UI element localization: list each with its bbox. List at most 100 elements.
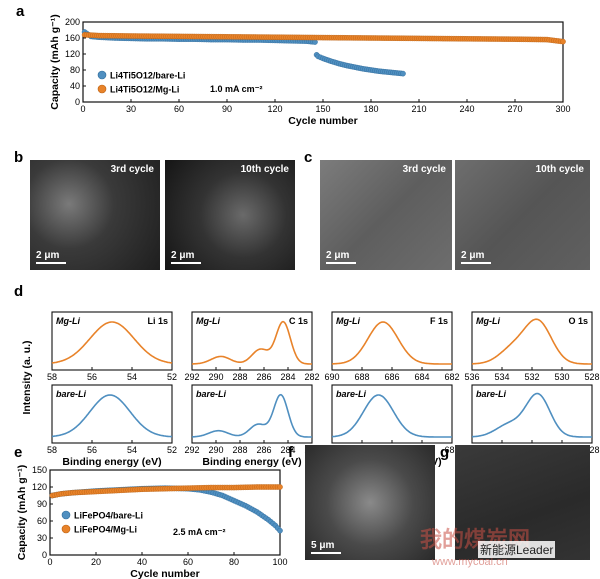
panel-a-x-tick-label: 240 — [459, 104, 474, 114]
panel-a-y-tick-label: 40 — [70, 81, 80, 91]
sem-image-c-10th: 10th cycle 2 μm — [455, 160, 590, 270]
watermark-account: 新能源Leader — [478, 541, 556, 558]
xps-frame-1-bare — [191, 384, 313, 444]
panel-e-y-tick-label: 150 — [32, 465, 47, 475]
panel-a-x-tick-label: 30 — [126, 104, 136, 114]
xps-sample-label: bare-Li — [336, 389, 367, 399]
panel-e-annotation: 2.5 mA cm⁻² — [173, 527, 225, 537]
panel-a-y-axis-label: Capacity (mAh g⁻¹) — [49, 14, 61, 109]
panel-a-x-tick-label: 0 — [80, 104, 85, 114]
panel-e-y-axis-label: Capacity (mAh g⁻¹) — [16, 465, 28, 560]
xps-x-tick-label: 684 — [414, 372, 429, 382]
panel-label-c: c — [304, 149, 312, 166]
xps-sample-label: bare-Li — [56, 389, 87, 399]
panel-a-x-axis-label: Cycle number — [288, 115, 357, 127]
xps-x-tick-label: 54 — [127, 372, 137, 382]
xps-x-tick-label: 534 — [494, 372, 509, 382]
sem-image-b-3rd: 3rd cycle 2 μm — [30, 160, 160, 270]
panel-a-x-tick-label: 150 — [315, 104, 330, 114]
xps-x-tick-label: 530 — [554, 372, 569, 382]
scale-bar-label: 2 μm — [326, 250, 350, 261]
xps-sample-label: Mg-Li — [56, 316, 80, 326]
panel-a-x-tick-label: 270 — [507, 104, 522, 114]
panel-e-legend-marker-1 — [61, 524, 71, 534]
panel-label-d: d — [14, 283, 23, 300]
panel-e-point-series-1 — [277, 484, 283, 490]
panel-a-legend-marker-0 — [97, 70, 107, 80]
sem-label: 10th cycle — [240, 164, 289, 175]
panel-label-a: a — [16, 3, 25, 20]
panel-e-axes-frame — [49, 469, 281, 556]
panel-e-legend-label-0: LiFePO4/bare-Li — [74, 511, 143, 521]
panel-a-legend-label-1: Li4Ti5O12/Mg-Li — [110, 85, 179, 95]
xps-sample-label: Mg-Li — [476, 316, 500, 326]
panel-label-e: e — [14, 444, 22, 461]
xps-x-tick-label: 56 — [87, 372, 97, 382]
xps-x-tick-label: 282 — [304, 372, 319, 382]
xps-curve-1-mg — [192, 320, 312, 365]
panel-label-f: f — [288, 444, 294, 461]
xps-title-0: Li 1s — [147, 316, 168, 326]
xps-x-tick-label: 54 — [127, 445, 137, 455]
panel-a-y-tick-label: 200 — [65, 17, 80, 27]
panel-a-annotation: 1.0 mA cm⁻² — [210, 84, 262, 94]
scale-bar: 2 μm — [461, 250, 491, 264]
panel-a-x-tick-label: 210 — [411, 104, 426, 114]
xps-frame-1-mg — [191, 311, 313, 371]
panel-a-legend-label-0: Li4Ti5O12/bare-Li — [110, 71, 185, 81]
panel-e-y-tick-label: 120 — [32, 482, 47, 492]
panel-e-x-tick-label: 40 — [137, 557, 147, 567]
xps-curve-0-bare — [51, 394, 173, 438]
xps-x-tick-label: 532 — [524, 372, 539, 382]
xps-x-axis-label: Binding energy (eV) — [202, 456, 301, 468]
xps-x-tick-label: 528 — [584, 372, 599, 382]
xps-x-tick-label: 284 — [280, 372, 295, 382]
sem-image-f: 5 μm — [305, 445, 435, 560]
panel-e-legend-label-1: LiFePO4/Mg-Li — [74, 525, 137, 535]
panel-a-point-series-1 — [560, 38, 566, 45]
scale-bar: 2 μm — [171, 250, 201, 264]
xps-frame-0-mg — [51, 311, 173, 371]
panel-label-b: b — [14, 149, 23, 166]
xps-x-tick-label: 290 — [208, 445, 223, 455]
xps-curve-0-mg — [51, 321, 173, 364]
panel-e-x-tick-label: 100 — [272, 557, 287, 567]
panel-a-x-tick-label: 300 — [555, 104, 570, 114]
xps-sample-label: Mg-Li — [336, 316, 360, 326]
panel-e-x-tick-label: 80 — [229, 557, 239, 567]
panel-e-x-tick-label: 60 — [183, 557, 193, 567]
xps-title-3: O 1s — [568, 316, 588, 326]
scale-bar-label: 5 μm — [311, 540, 335, 551]
panel-a-x-tick-label: 60 — [174, 104, 184, 114]
xps-x-tick-label: 536 — [464, 372, 479, 382]
xps-x-axis-label: Binding energy (eV) — [62, 456, 161, 468]
scale-bar-label: 2 μm — [461, 250, 485, 261]
panel-e-y-tick-label: 90 — [37, 499, 47, 509]
panel-e-x-tick-label: 20 — [91, 557, 101, 567]
panel-a-point-series-0 — [400, 70, 406, 77]
sem-image-c-3rd: 3rd cycle 2 μm — [320, 160, 452, 270]
sem-label: 3rd cycle — [110, 164, 154, 175]
sem-image-g — [455, 445, 590, 560]
xps-x-tick-label: 682 — [444, 445, 459, 455]
xps-y-axis-label: Intensity (a. u.) — [21, 340, 33, 414]
panel-a-x-tick-label: 90 — [222, 104, 232, 114]
panel-a-y-tick-label: 80 — [70, 65, 80, 75]
panel-e-y-tick-label: 30 — [37, 533, 47, 543]
xps-title-2: F 1s — [430, 316, 448, 326]
panel-a-y-tick-label: 0 — [75, 97, 80, 107]
xps-x-tick-label: 292 — [184, 445, 199, 455]
panel-e-x-tick-label: 0 — [47, 557, 52, 567]
scale-bar: 2 μm — [326, 250, 356, 264]
panel-e-x-axis-label: Cycle number — [130, 568, 199, 579]
scale-bar-label: 2 μm — [171, 250, 195, 261]
panel-a-y-tick-label: 120 — [65, 49, 80, 59]
sem-label: 3rd cycle — [402, 164, 446, 175]
watermark-url: www.mycoal.cn — [432, 556, 508, 568]
panel-label-g: g — [440, 444, 449, 461]
xps-x-tick-label: 284 — [280, 445, 295, 455]
xps-x-tick-label: 288 — [232, 372, 247, 382]
sem-label: 10th cycle — [535, 164, 584, 175]
xps-sample-label: bare-Li — [476, 389, 507, 399]
scale-bar: 2 μm — [36, 250, 66, 264]
